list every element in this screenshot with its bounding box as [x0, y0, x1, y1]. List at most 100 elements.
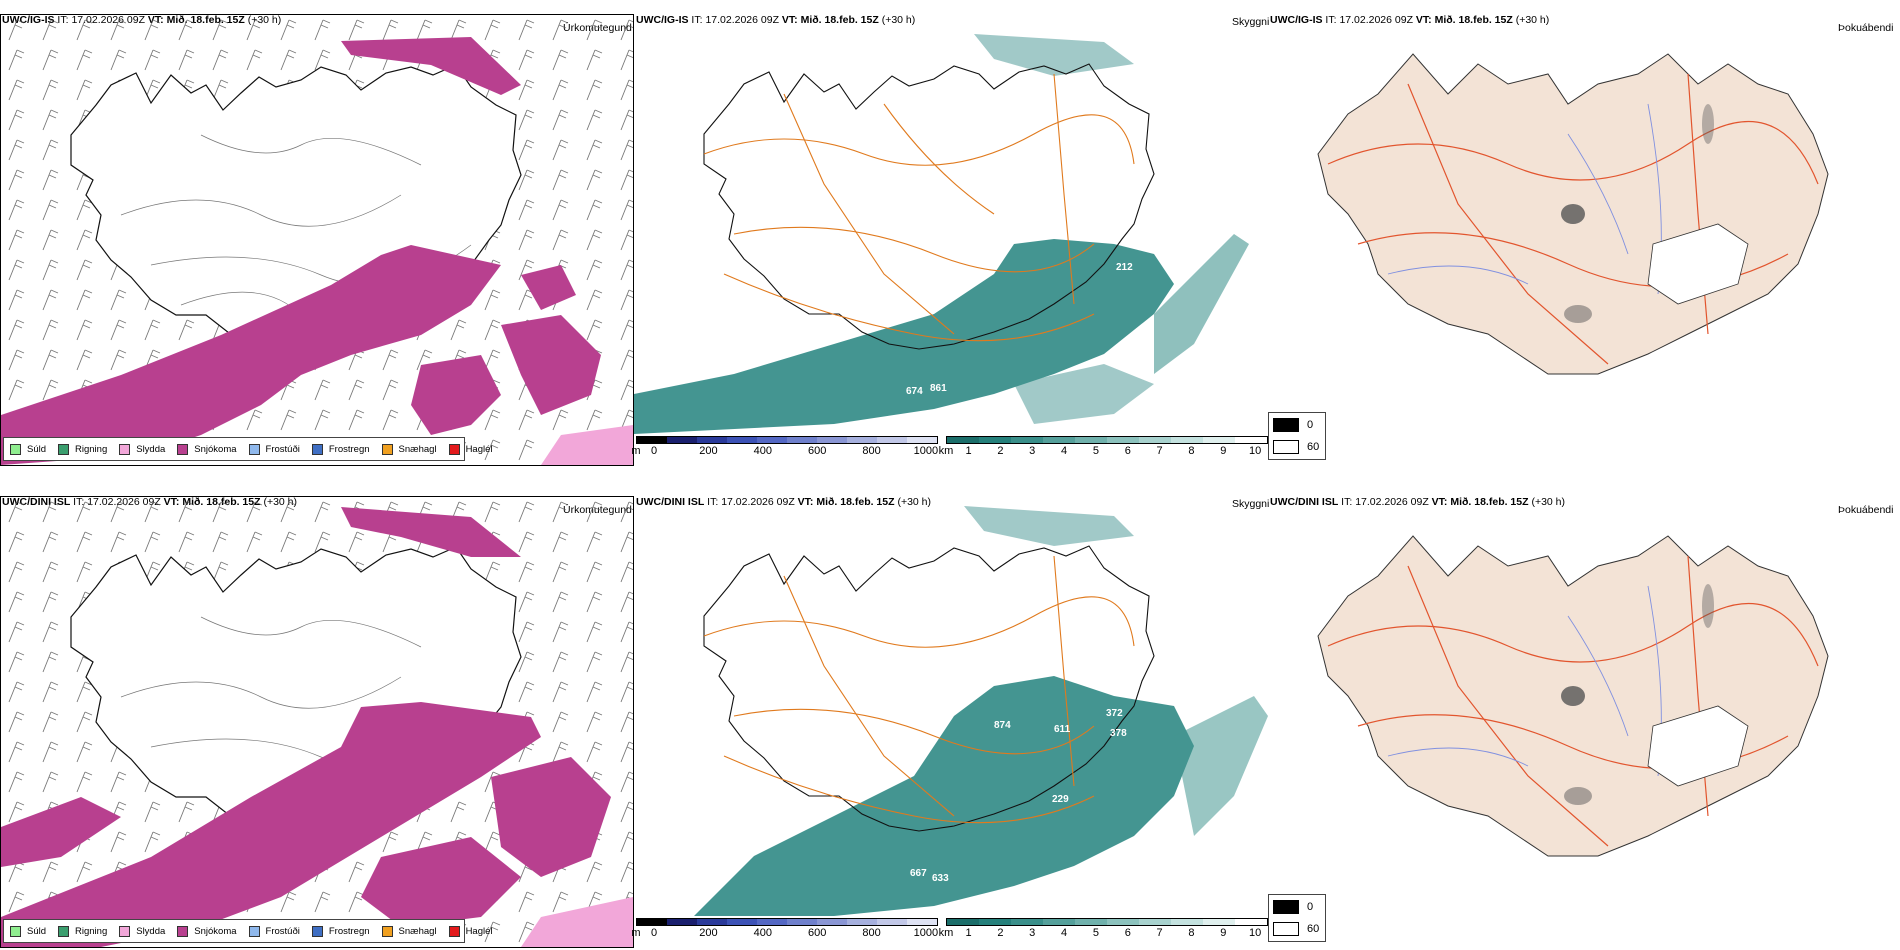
height-colorbar-0: m 0 200 400 600 800 1000 [631, 436, 938, 458]
colorbar-tick-label: 0 [651, 445, 658, 457]
colorbar-tick-label: 9 [1220, 445, 1227, 457]
colorbar-segment [817, 919, 847, 925]
legend-item: Slydda [119, 443, 165, 455]
colorbar-segment [727, 437, 757, 443]
colorbar-segment [1107, 437, 1139, 443]
height-colorbar-bar [636, 436, 938, 444]
vis-colorbar-bar [946, 436, 1268, 444]
colorbar-segment [1011, 919, 1043, 925]
elevation-label: 667 [910, 868, 927, 879]
legend-swatch [10, 443, 21, 455]
legend-swatch [381, 443, 393, 455]
colorbar-segment [1107, 919, 1139, 925]
fog-map-svg-1 [1317, 535, 1829, 857]
colorbar-segment [667, 919, 697, 925]
colorbar-segment [1075, 437, 1107, 443]
legend-item: Frostregn [311, 443, 370, 455]
legend-swatch [381, 925, 393, 937]
legend-item: Súld [10, 925, 46, 937]
legend-swatch [58, 925, 70, 937]
colorbar-tick-label: 5 [1092, 927, 1099, 939]
legend-swatch [248, 443, 260, 455]
colorbar-segment [787, 919, 817, 925]
colorbar-segment [1171, 919, 1203, 925]
height-unit: m [631, 445, 641, 457]
colorbar-segment [787, 437, 817, 443]
precip-type-legend-0: Súld Rigning Slydda Snjókoma Frostúði Fr… [3, 437, 493, 461]
panel-title-vis-0: Skyggni [1232, 16, 1270, 28]
legend-item: Snjókoma [177, 443, 237, 455]
vis-colorbar-bar [946, 918, 1268, 926]
colorbar-tick-label: 10 [1248, 445, 1262, 457]
colorbar-segment [1043, 437, 1075, 443]
legend-swatch [248, 925, 260, 937]
colorbar-segment [1011, 437, 1043, 443]
vis-map-svg-0: 674 861 212 [634, 34, 1249, 434]
colorbar-tick-label: 2 [997, 927, 1004, 939]
legend-item: Súld [10, 443, 46, 455]
height-colorbar-bar [636, 918, 938, 926]
colorbar-segment [847, 437, 877, 443]
colorbar-segment [979, 437, 1011, 443]
colorbar-tick-label: 8 [1188, 445, 1195, 457]
legend-swatch [311, 925, 323, 937]
legend-swatch [58, 443, 70, 455]
colorbar-segment [817, 437, 847, 443]
colorbar-segment [1203, 437, 1235, 443]
height-unit: m [631, 927, 641, 939]
fog-legend-item: 60 [1273, 437, 1321, 457]
colorbar-segment [877, 437, 907, 443]
colorbar-tick-label: 600 [808, 927, 827, 939]
elevation-label: 611 [1054, 724, 1071, 735]
colorbar-segment [1235, 919, 1267, 925]
colorbar-segment [757, 437, 787, 443]
vis-colorbar-ticks: km 1 2 3 4 5 6 7 8 9 10 [939, 926, 1268, 940]
colorbar-tick-label: 1 [965, 927, 972, 939]
fog-legend-item: 0 [1273, 897, 1321, 917]
colorbar-segment [697, 919, 727, 925]
header-vis-1: UWC/DINI ISL IT: 17.02.2026 09Z VT: Mið.… [636, 496, 932, 508]
colorbar-tick-label: 200 [699, 927, 718, 939]
height-colorbar-1: m 0 200 400 600 800 1000 [631, 918, 939, 940]
colorbar-segment [979, 919, 1011, 925]
elevation-label: 229 [1052, 794, 1069, 805]
colorbar-segment [637, 919, 667, 925]
fog-map-1 [1268, 496, 1900, 906]
vis-colorbar-1: km 1 2 3 4 5 6 7 8 9 10 [939, 918, 1268, 940]
visibility-map-0: 674 861 212 [634, 14, 1268, 434]
colorbar-tick-label: 200 [699, 445, 718, 457]
colorbar-tick-label: 4 [1061, 445, 1068, 457]
precip-map-svg-0 [1, 15, 633, 465]
colorbar-segment [1235, 437, 1267, 443]
colorbar-tick-label: 4 [1061, 927, 1068, 939]
colorbar-tick-label: 6 [1124, 927, 1131, 939]
colorbar-tick-label: 1000 [913, 927, 939, 939]
vis-colorbar-ticks: km 1 2 3 4 5 6 7 8 9 10 [939, 444, 1268, 458]
legend-item: Snjókoma [177, 925, 237, 937]
colorbar-segment [907, 919, 937, 925]
precip-type-map-0: Súld Rigning Slydda Snjókoma Frostúði Fr… [0, 14, 634, 466]
legend-swatch [311, 443, 323, 455]
fog-map-0 [1268, 14, 1900, 424]
elevation-label: 861 [930, 383, 947, 394]
panel-title-fog-0: Þokuábendi [1838, 22, 1894, 34]
legend-swatch [10, 925, 21, 937]
colorbar-segment [877, 919, 907, 925]
colorbar-tick-label: 5 [1092, 445, 1099, 457]
fog-legend-1: 0 60 [1268, 894, 1326, 942]
colorbar-tick-label: 600 [808, 445, 827, 457]
legend-item: Haglél [448, 925, 493, 937]
elevation-label: 378 [1110, 728, 1127, 739]
fog-legend-item: 60 [1273, 919, 1321, 939]
legend-swatch [119, 925, 131, 937]
colorbar-segment [847, 919, 877, 925]
vis-map-svg-1: 874 611 372 378 229 667 633 [694, 506, 1268, 916]
header-vis-0: UWC/IG-IS IT: 17.02.2026 09Z VT: Mið. 18… [636, 14, 916, 26]
legend-item: Frostúði [248, 925, 300, 937]
legend-item: Rigning [58, 443, 107, 455]
fog-swatch [1273, 418, 1299, 432]
colorbar-tick-label: 8 [1188, 927, 1195, 939]
panel-title-vis-1: Skyggni [1232, 498, 1270, 510]
vis-colorbar-0: km 1 2 3 4 5 6 7 8 9 10 [939, 436, 1268, 458]
colorbar-tick-label: 1 [965, 445, 972, 457]
